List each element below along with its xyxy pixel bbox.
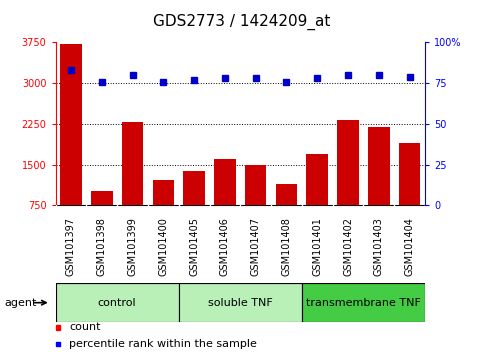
- Text: GSM101399: GSM101399: [128, 217, 138, 276]
- Bar: [153, 180, 174, 246]
- Text: soluble TNF: soluble TNF: [208, 298, 273, 308]
- Bar: [56, 325, 60, 330]
- Bar: [399, 143, 420, 246]
- Bar: [214, 159, 236, 246]
- Text: count: count: [69, 322, 100, 332]
- Bar: [368, 127, 390, 246]
- Bar: [276, 184, 297, 246]
- Text: GSM101408: GSM101408: [282, 217, 291, 276]
- Bar: [179, 283, 302, 322]
- Text: GSM101397: GSM101397: [66, 217, 76, 276]
- Bar: [245, 165, 267, 246]
- Text: GSM101404: GSM101404: [405, 217, 414, 276]
- Text: GSM101405: GSM101405: [189, 217, 199, 276]
- Bar: [337, 120, 359, 246]
- Text: GSM101407: GSM101407: [251, 217, 261, 276]
- Text: GSM101398: GSM101398: [97, 217, 107, 276]
- Bar: [307, 154, 328, 246]
- Text: GSM101406: GSM101406: [220, 217, 230, 276]
- Bar: [56, 342, 60, 346]
- Bar: [56, 283, 179, 322]
- Text: agent: agent: [5, 298, 37, 308]
- Bar: [184, 171, 205, 246]
- Text: percentile rank within the sample: percentile rank within the sample: [69, 339, 257, 349]
- Bar: [91, 191, 113, 246]
- Text: GSM101400: GSM101400: [158, 217, 168, 276]
- Text: GDS2773 / 1424209_at: GDS2773 / 1424209_at: [153, 14, 330, 30]
- Text: GSM101402: GSM101402: [343, 217, 353, 276]
- Text: control: control: [98, 298, 136, 308]
- Text: transmembrane TNF: transmembrane TNF: [306, 298, 421, 308]
- Bar: [122, 122, 143, 246]
- Bar: [60, 44, 82, 246]
- Text: GSM101401: GSM101401: [313, 217, 322, 276]
- Text: GSM101403: GSM101403: [374, 217, 384, 276]
- Bar: [302, 283, 425, 322]
